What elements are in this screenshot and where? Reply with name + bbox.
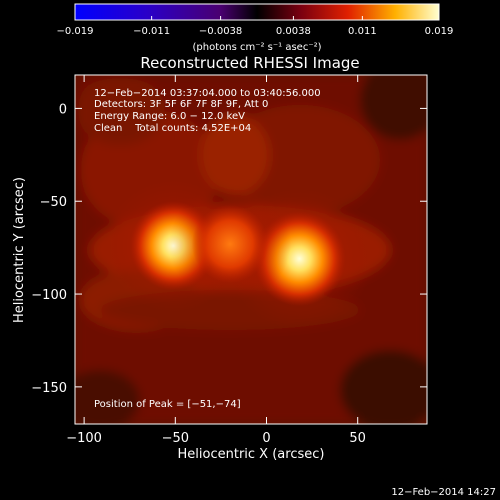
- colorbar-tick-label: −0.0038: [199, 26, 242, 37]
- x-tick-label: 50: [349, 431, 366, 446]
- info-line-2: Detectors: 3F 5F 6F 7F 8F 9F, Att 0: [94, 99, 268, 110]
- heatmap-image: [75, 75, 427, 424]
- y-tick-label: 0: [59, 102, 67, 117]
- colorbar-tick-label: −0.011: [133, 26, 170, 37]
- colorbar-tick-label: 0.011: [348, 26, 377, 37]
- colorbar-units: (photons cm⁻² s⁻¹ asec⁻²): [192, 42, 321, 53]
- colorbar-ticks: −0.019 −0.011 −0.0038 0.0038 0.011 0.019: [56, 16, 453, 37]
- axis-ticks: −100 −50 0 50 0 −50 −100 −150: [31, 75, 427, 446]
- info-line-1: 12−Feb−2014 03:37:04.000 to 03:40:56.000: [94, 88, 321, 99]
- x-tick-label: −50: [162, 431, 189, 446]
- colorbar-tick-label: −0.019: [56, 26, 93, 37]
- y-axis-label: Heliocentric Y (arcsec): [12, 177, 27, 323]
- colorbar-tick-label: 0.019: [425, 26, 454, 37]
- footer-timestamp: 12−Feb−2014 14:27: [391, 487, 496, 498]
- y-tick-label: −100: [31, 288, 67, 303]
- y-tick-label: −150: [31, 381, 67, 396]
- y-tick-label: −50: [40, 195, 67, 210]
- colorbar-tick-label: 0.0038: [276, 26, 311, 37]
- peak-position-label: Position of Peak = [−51,−74]: [94, 399, 241, 410]
- info-line-3: Energy Range: 6.0 − 12.0 keV: [94, 111, 245, 122]
- x-tick-label: 0: [262, 431, 270, 446]
- plot-frame: [74, 74, 428, 425]
- x-tick-label: −100: [66, 431, 102, 446]
- chart-title: Reconstructed RHESSI Image: [140, 54, 359, 72]
- colorbar: [74, 3, 440, 21]
- sources-layer: [103, 178, 374, 330]
- info-line-4: Clean Total counts: 4.52E+04: [94, 123, 251, 134]
- x-axis-label: Heliocentric X (arcsec): [178, 447, 325, 462]
- source-3: [191, 204, 269, 283]
